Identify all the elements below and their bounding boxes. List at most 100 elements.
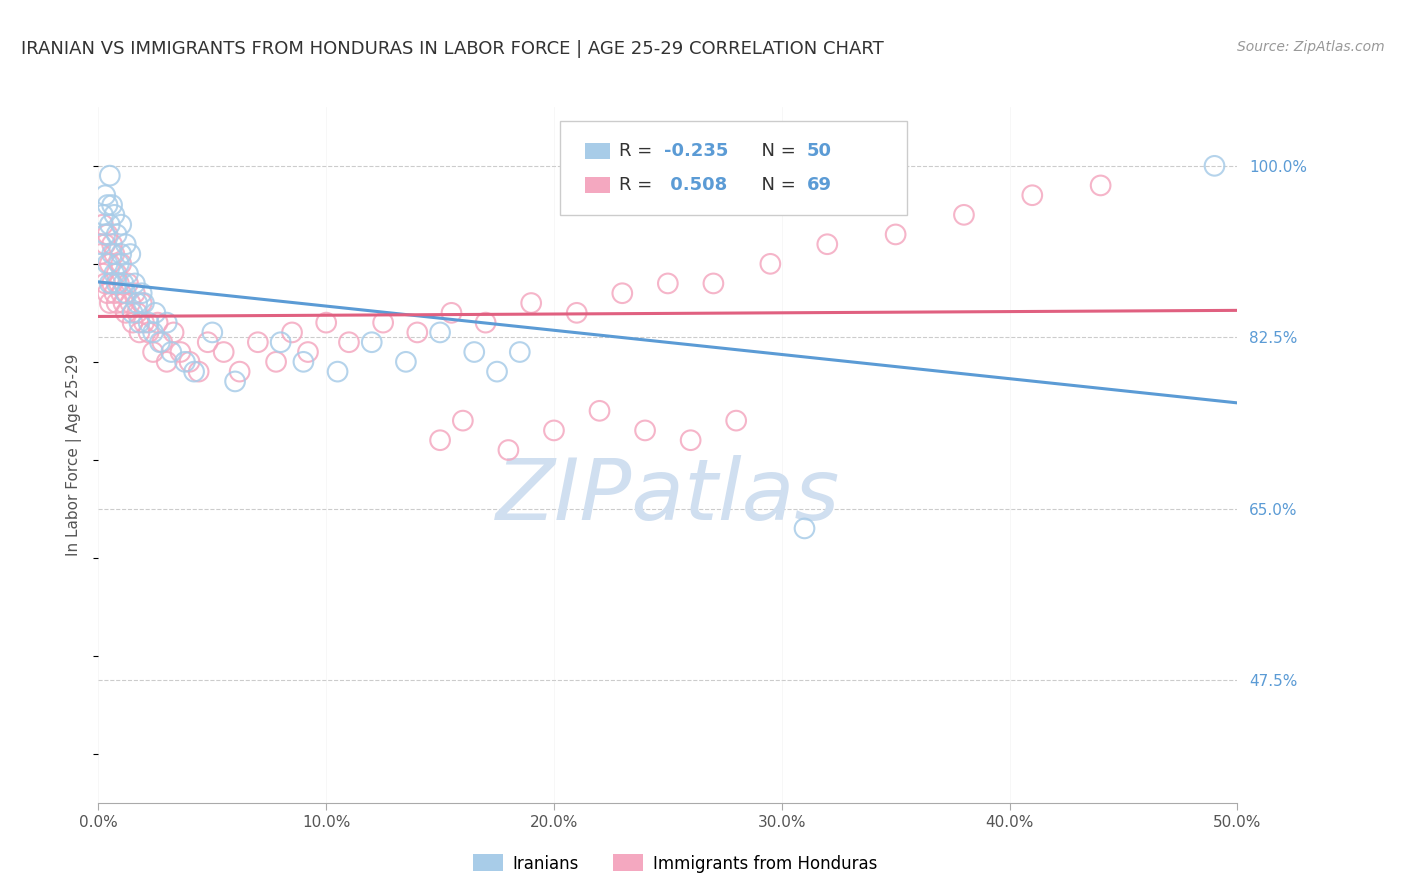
Point [337,335,360,350]
Point [114,286,136,301]
Point [224,375,246,389]
Point [292,355,315,369]
Point [142,326,165,340]
Point [520,296,543,310]
Point [138,316,160,330]
Point [101,277,124,291]
Text: 69: 69 [807,176,832,194]
Point [124,286,146,301]
Point [127,306,149,320]
Point [634,424,657,438]
Point [793,521,815,535]
Point [212,345,235,359]
Point [270,335,292,350]
Point [150,335,173,350]
Point [120,296,142,310]
Point [360,335,382,350]
Point [657,277,679,291]
Point [94,188,117,202]
Bar [585,144,610,159]
Text: 0.508: 0.508 [665,176,728,194]
Point [612,286,634,301]
Point [498,443,520,458]
Point [121,316,143,330]
Point [395,355,418,369]
Point [246,335,269,350]
Point [112,277,135,291]
Point [281,326,304,340]
Point [429,434,451,448]
FancyBboxPatch shape [560,121,907,215]
Point [406,326,429,340]
Point [429,326,451,340]
Point [112,296,135,310]
Point [679,434,702,448]
Text: R =: R = [619,142,658,160]
Text: ZIPatlas: ZIPatlas [496,455,839,538]
Text: -0.235: -0.235 [665,142,728,160]
Point [110,257,132,271]
Point [128,316,150,330]
Text: N =: N = [749,142,801,160]
Point [145,306,167,320]
Point [543,424,565,438]
Point [142,345,165,359]
Point [103,208,125,222]
Point [565,306,588,320]
Legend: Iranians, Immigrants from Honduras: Iranians, Immigrants from Honduras [467,847,883,880]
Point [953,208,976,222]
Text: R =: R = [619,176,658,194]
Y-axis label: In Labor Force | Age 25-29: In Labor Force | Age 25-29 [66,354,83,556]
Point [474,316,496,330]
Point [105,267,128,281]
Point [132,296,155,310]
Point [91,208,114,222]
Text: N =: N = [749,176,801,194]
Point [96,286,118,301]
Point [127,296,149,310]
Point [117,277,139,291]
Point [156,355,179,369]
Point [94,227,117,242]
Point [183,365,205,379]
Point [326,365,349,379]
Point [94,277,117,291]
Point [110,247,132,261]
Point [884,227,907,242]
Point [124,277,146,291]
Point [108,277,131,291]
Point [103,247,125,261]
Point [132,316,155,330]
Point [105,296,128,310]
Point [146,316,169,330]
Point [98,257,121,271]
Bar [585,178,610,193]
Point [160,345,183,359]
Point [1021,188,1043,202]
Point [197,335,219,350]
Point [228,365,250,379]
Text: IRANIAN VS IMMIGRANTS FROM HONDURAS IN LABOR FORCE | AGE 25-29 CORRELATION CHART: IRANIAN VS IMMIGRANTS FROM HONDURAS IN L… [21,40,884,58]
Point [371,316,394,330]
Point [98,277,121,291]
Point [96,257,118,271]
Point [162,326,184,340]
Point [1204,159,1226,173]
Point [90,237,112,252]
Point [759,257,782,271]
Point [110,286,132,301]
Point [169,345,191,359]
Point [440,306,463,320]
Point [91,267,114,281]
Point [187,365,209,379]
Point [96,198,118,212]
Point [105,277,128,291]
Point [101,247,124,261]
Point [315,316,337,330]
Point [105,227,128,242]
Point [725,414,748,428]
Point [94,237,117,252]
Point [451,414,474,428]
Point [588,404,610,418]
Point [120,247,142,261]
